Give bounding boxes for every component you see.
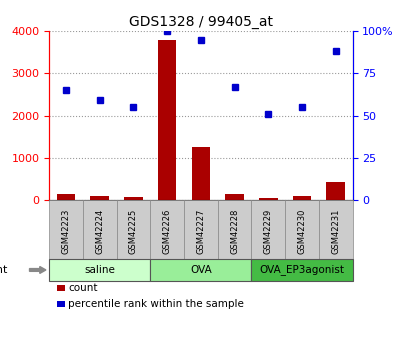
Text: GSM42225: GSM42225 xyxy=(129,208,138,254)
Text: GSM42224: GSM42224 xyxy=(95,208,104,254)
Text: OVA: OVA xyxy=(189,265,211,275)
Text: saline: saline xyxy=(84,265,115,275)
Text: GSM42226: GSM42226 xyxy=(162,208,171,254)
Text: GSM42229: GSM42229 xyxy=(263,208,272,254)
Text: count: count xyxy=(68,283,97,293)
Bar xyxy=(258,198,277,200)
Bar xyxy=(56,194,75,200)
Text: OVA_EP3agonist: OVA_EP3agonist xyxy=(259,265,344,275)
Text: GSM42228: GSM42228 xyxy=(229,208,238,254)
Text: agent: agent xyxy=(0,265,8,275)
Text: GSM42231: GSM42231 xyxy=(330,208,339,254)
Bar xyxy=(326,182,344,200)
Bar xyxy=(90,196,109,200)
Text: GSM42227: GSM42227 xyxy=(196,208,205,254)
Text: GSM42230: GSM42230 xyxy=(297,208,306,254)
Title: GDS1328 / 99405_at: GDS1328 / 99405_at xyxy=(128,14,272,29)
Bar xyxy=(191,147,210,200)
Bar xyxy=(292,196,310,200)
Text: GSM42223: GSM42223 xyxy=(61,208,70,254)
Bar xyxy=(225,194,243,200)
Text: percentile rank within the sample: percentile rank within the sample xyxy=(68,299,243,309)
Bar xyxy=(124,197,142,200)
Bar xyxy=(157,40,176,200)
